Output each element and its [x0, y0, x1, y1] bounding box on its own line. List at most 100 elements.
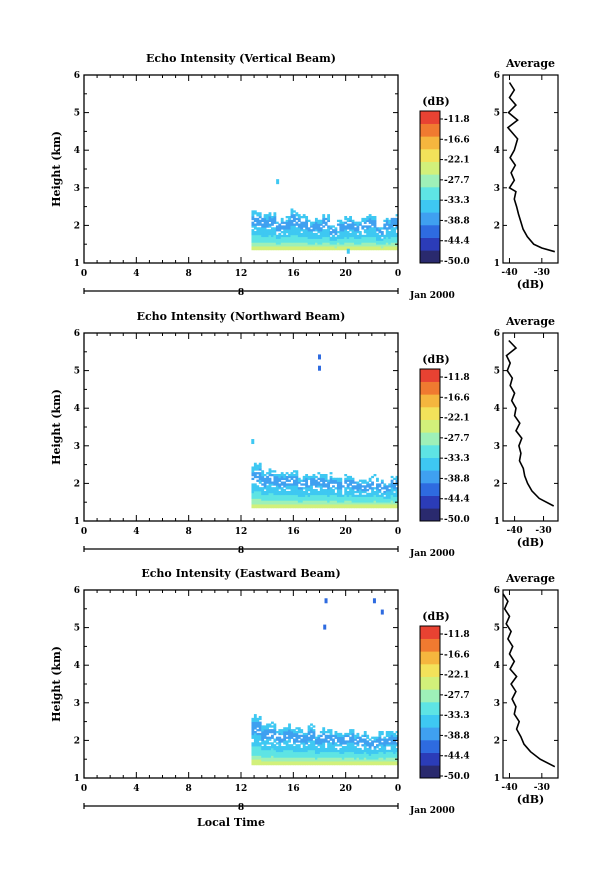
heatmap-cell	[305, 734, 309, 738]
heatmap-cell	[263, 214, 267, 217]
heatmap-cell	[266, 729, 269, 732]
heatmap-cell	[297, 751, 301, 754]
heatmap-cell	[271, 216, 274, 219]
heatmap-cell	[346, 487, 350, 490]
heatmap-cell	[334, 240, 338, 243]
heatmap-cell	[273, 502, 277, 505]
colorbar-swatch	[420, 508, 440, 522]
heatmap-cell	[256, 738, 260, 741]
heatmap-cell	[273, 479, 277, 482]
heatmap-cell	[351, 227, 355, 230]
heatmap-cell	[366, 489, 370, 492]
heatmap-cell	[361, 502, 365, 505]
heatmap-cell	[285, 736, 289, 739]
heatmap-cell	[307, 746, 311, 749]
heatmap-cell	[339, 749, 343, 753]
heatmap-cell	[324, 504, 328, 507]
heatmap-cell	[300, 729, 304, 732]
heatmap-cell	[283, 734, 287, 738]
heatmap-cell	[263, 727, 267, 730]
heatmap-cell	[305, 746, 309, 749]
heatmap-cell	[390, 732, 394, 736]
heatmap-cell	[251, 246, 255, 249]
heatmap-cell	[388, 496, 392, 499]
heatmap-cell	[268, 723, 272, 726]
heatmap-cell	[283, 485, 287, 488]
heatmap-cell	[305, 761, 309, 764]
heatmap-cell	[324, 475, 328, 479]
heatmap-cell	[290, 231, 294, 234]
heatmap-cell	[390, 746, 394, 749]
heatmap-cell	[312, 734, 316, 738]
heatmap-cell	[271, 481, 274, 484]
heatmap-cell	[383, 755, 387, 758]
heatmap-cell	[356, 742, 360, 745]
heatmap-cell	[261, 487, 265, 490]
heatmap-cell	[351, 731, 355, 734]
heatmap-cell	[297, 731, 301, 734]
heatmap-cell	[388, 483, 392, 486]
heatmap-cell	[310, 483, 313, 486]
heatmap-cell	[290, 505, 294, 509]
heatmap-cell	[358, 504, 362, 507]
heatmap-cell	[285, 492, 289, 496]
heatmap-cell	[378, 494, 382, 497]
x-tick-label: 4	[133, 527, 139, 537]
heatmap-cell	[371, 234, 374, 238]
heatmap-cell	[305, 229, 309, 232]
heatmap-cell	[329, 492, 333, 496]
heatmap-cell	[349, 753, 352, 756]
heatmap-cell	[268, 494, 272, 497]
heatmap-cell	[385, 221, 389, 224]
heatmap-cell	[283, 227, 287, 230]
heatmap-cell	[373, 474, 377, 477]
heatmap-cell	[395, 496, 399, 499]
heatmap-cell	[373, 747, 377, 751]
heatmap-cell	[346, 500, 350, 503]
heatmap-cell	[390, 481, 394, 484]
average-y-tick-label: 3	[494, 699, 500, 709]
heatmap-cell	[310, 738, 313, 741]
heatmap-cell	[278, 498, 282, 501]
heatmap-cell	[285, 223, 289, 226]
heatmap-cell	[283, 762, 287, 766]
heatmap-cell	[346, 755, 350, 758]
heatmap-cell	[275, 731, 279, 734]
heatmap-cell	[312, 492, 316, 496]
heatmap-cell	[261, 244, 265, 247]
heatmap-outlier	[324, 598, 328, 604]
heatmap-cell	[385, 740, 389, 743]
heatmap-cell	[266, 759, 269, 762]
heatmap-cell	[300, 221, 304, 224]
heatmap-cell	[290, 242, 294, 245]
heatmap-cell	[302, 747, 306, 751]
heatmap-cell	[266, 236, 269, 239]
heatmap-cell	[292, 217, 296, 221]
heatmap-cell	[388, 221, 392, 224]
heatmap-cell	[393, 231, 396, 234]
heatmap-cell	[307, 234, 311, 238]
colorbar-swatch	[420, 237, 440, 251]
heatmap-cell	[378, 496, 382, 499]
chart-title: Echo Intensity (Northward Beam)	[137, 310, 346, 323]
heatmap-cell	[395, 502, 399, 505]
heatmap-cell	[317, 242, 321, 245]
heatmap-cell	[332, 498, 335, 501]
heatmap-cell	[327, 492, 331, 496]
heatmap-cell	[319, 236, 323, 239]
heatmap-cell	[378, 242, 382, 245]
heatmap-cell	[351, 481, 355, 484]
heatmap-cell	[290, 475, 294, 479]
heatmap-cell	[344, 247, 348, 251]
heatmap-cell	[390, 231, 394, 234]
heatmap-cell	[341, 747, 345, 751]
heatmap-cell	[253, 223, 257, 226]
heatmap-cell	[283, 242, 287, 245]
heatmap-cell	[373, 494, 377, 497]
heatmap-cell	[302, 231, 306, 234]
heatmap-cell	[302, 477, 306, 481]
heatmap-cell	[361, 219, 365, 223]
heatmap-cell	[324, 498, 328, 501]
heatmap-cell	[297, 747, 301, 751]
